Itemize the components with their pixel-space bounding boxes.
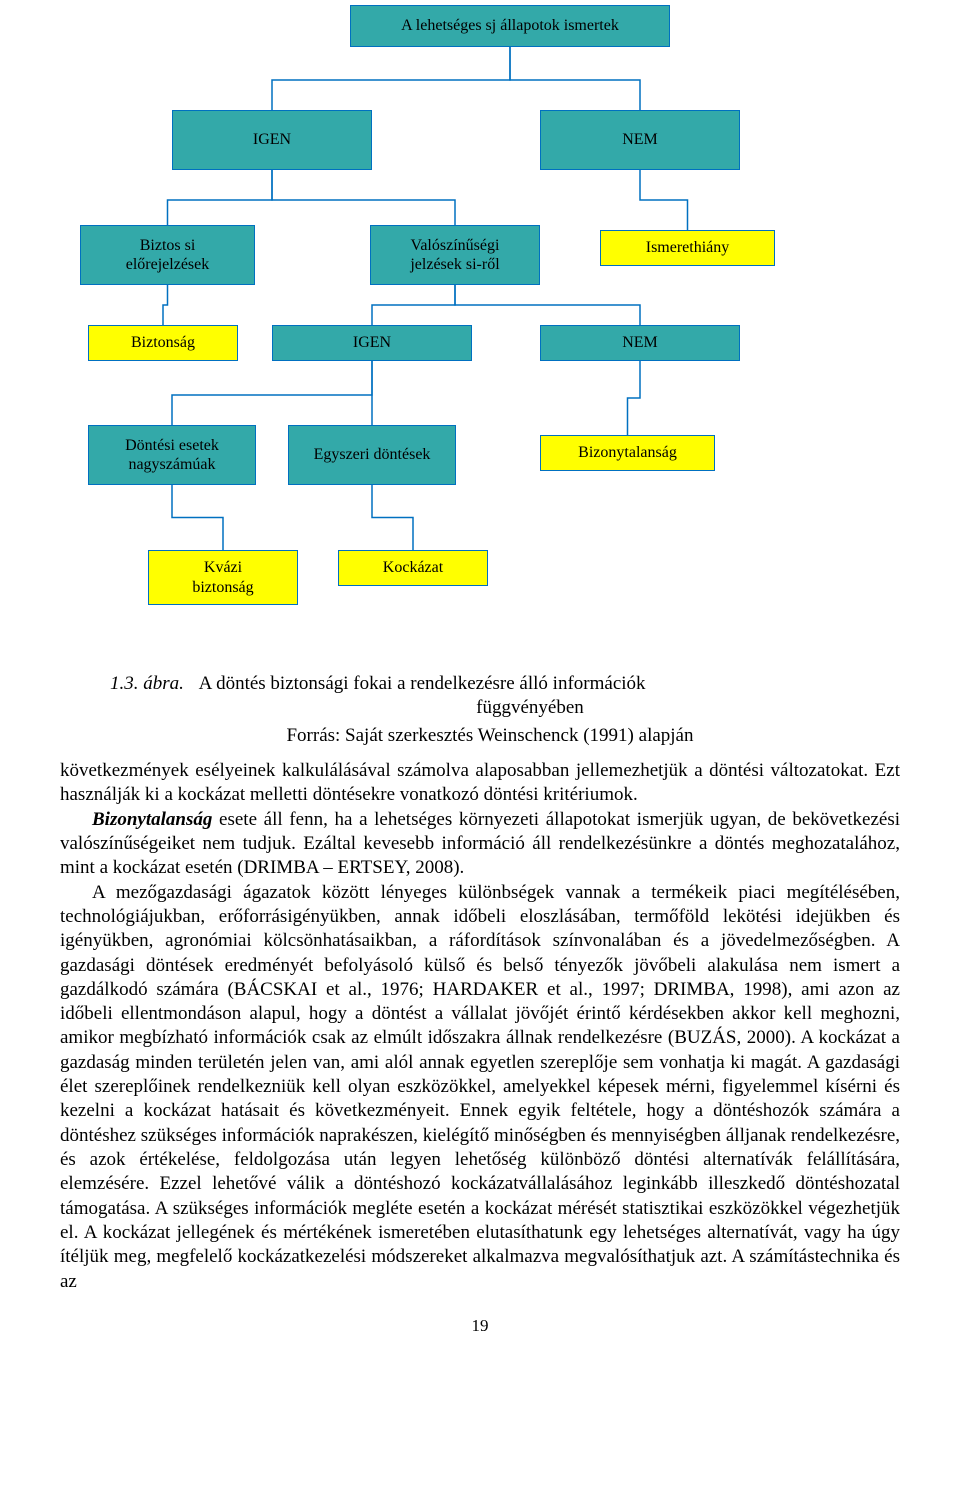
node-root: A lehetséges sj állapotok ismertek [350, 5, 670, 47]
paragraph-2: A mezőgazdasági ágazatok között lényeges… [60, 881, 900, 1294]
edge-igen1-valosz [272, 170, 455, 225]
figure-caption: 1.3. ábra. A döntés biztonsági fokai a r… [110, 673, 870, 719]
edge-root-nem1 [510, 47, 640, 110]
page-number: 19 [0, 1316, 960, 1336]
decision-tree-diagram: A lehetséges sj állapotok ismertek IGEN NE… [0, 0, 960, 665]
edge-valosz-igen2 [372, 285, 455, 325]
node-biztos: Biztos si előrejelzések [80, 225, 255, 285]
edge-egysz-kock [372, 485, 413, 550]
edge-igen1-biztos [168, 170, 273, 225]
node-valosz: Valószínűségi jelzések si-ről [370, 225, 540, 285]
node-bizt: Biztonság [88, 325, 238, 361]
node-nem1: NEM [540, 110, 740, 170]
bizonytalansag-term: Bizonytalanság [92, 809, 212, 830]
node-igen1: IGEN [172, 110, 372, 170]
node-bizony: Bizonytalanság [540, 435, 715, 471]
edge-igen2-dont [172, 361, 372, 425]
node-egysz: Egyszeri döntések [288, 425, 456, 485]
node-nem2: NEM [540, 325, 740, 361]
figure-title-line1: A döntés biztonsági fokai a rendelkezésr… [199, 673, 646, 695]
body-text: következmények esélyeinek kalkulálásával… [60, 759, 900, 1294]
paragraph-1b: Bizonytalanság esete áll fenn, ha a lehe… [60, 808, 900, 881]
edge-dont-kvazi [172, 485, 223, 550]
node-igen2: IGEN [272, 325, 472, 361]
node-ismh: Ismerethiány [600, 230, 775, 266]
edge-root-igen1 [272, 47, 510, 110]
figure-label: 1.3. ábra. [110, 673, 184, 694]
edge-nem1-ismh [640, 170, 688, 230]
figure-title-line2: függvényében [190, 697, 870, 719]
figure-source: Forrás: Saját szerkesztés Weinschenck (1… [110, 725, 870, 747]
node-kvazi: Kvázi biztonság [148, 550, 298, 605]
paragraph-1a: következmények esélyeinek kalkulálásával… [60, 759, 900, 808]
node-dont: Döntési esetek nagyszámúak [88, 425, 256, 485]
node-kock: Kockázat [338, 550, 488, 586]
edge-valosz-nem2 [455, 285, 640, 325]
edge-biztos-bizt [163, 285, 168, 325]
edge-nem2-bizony [628, 361, 641, 435]
